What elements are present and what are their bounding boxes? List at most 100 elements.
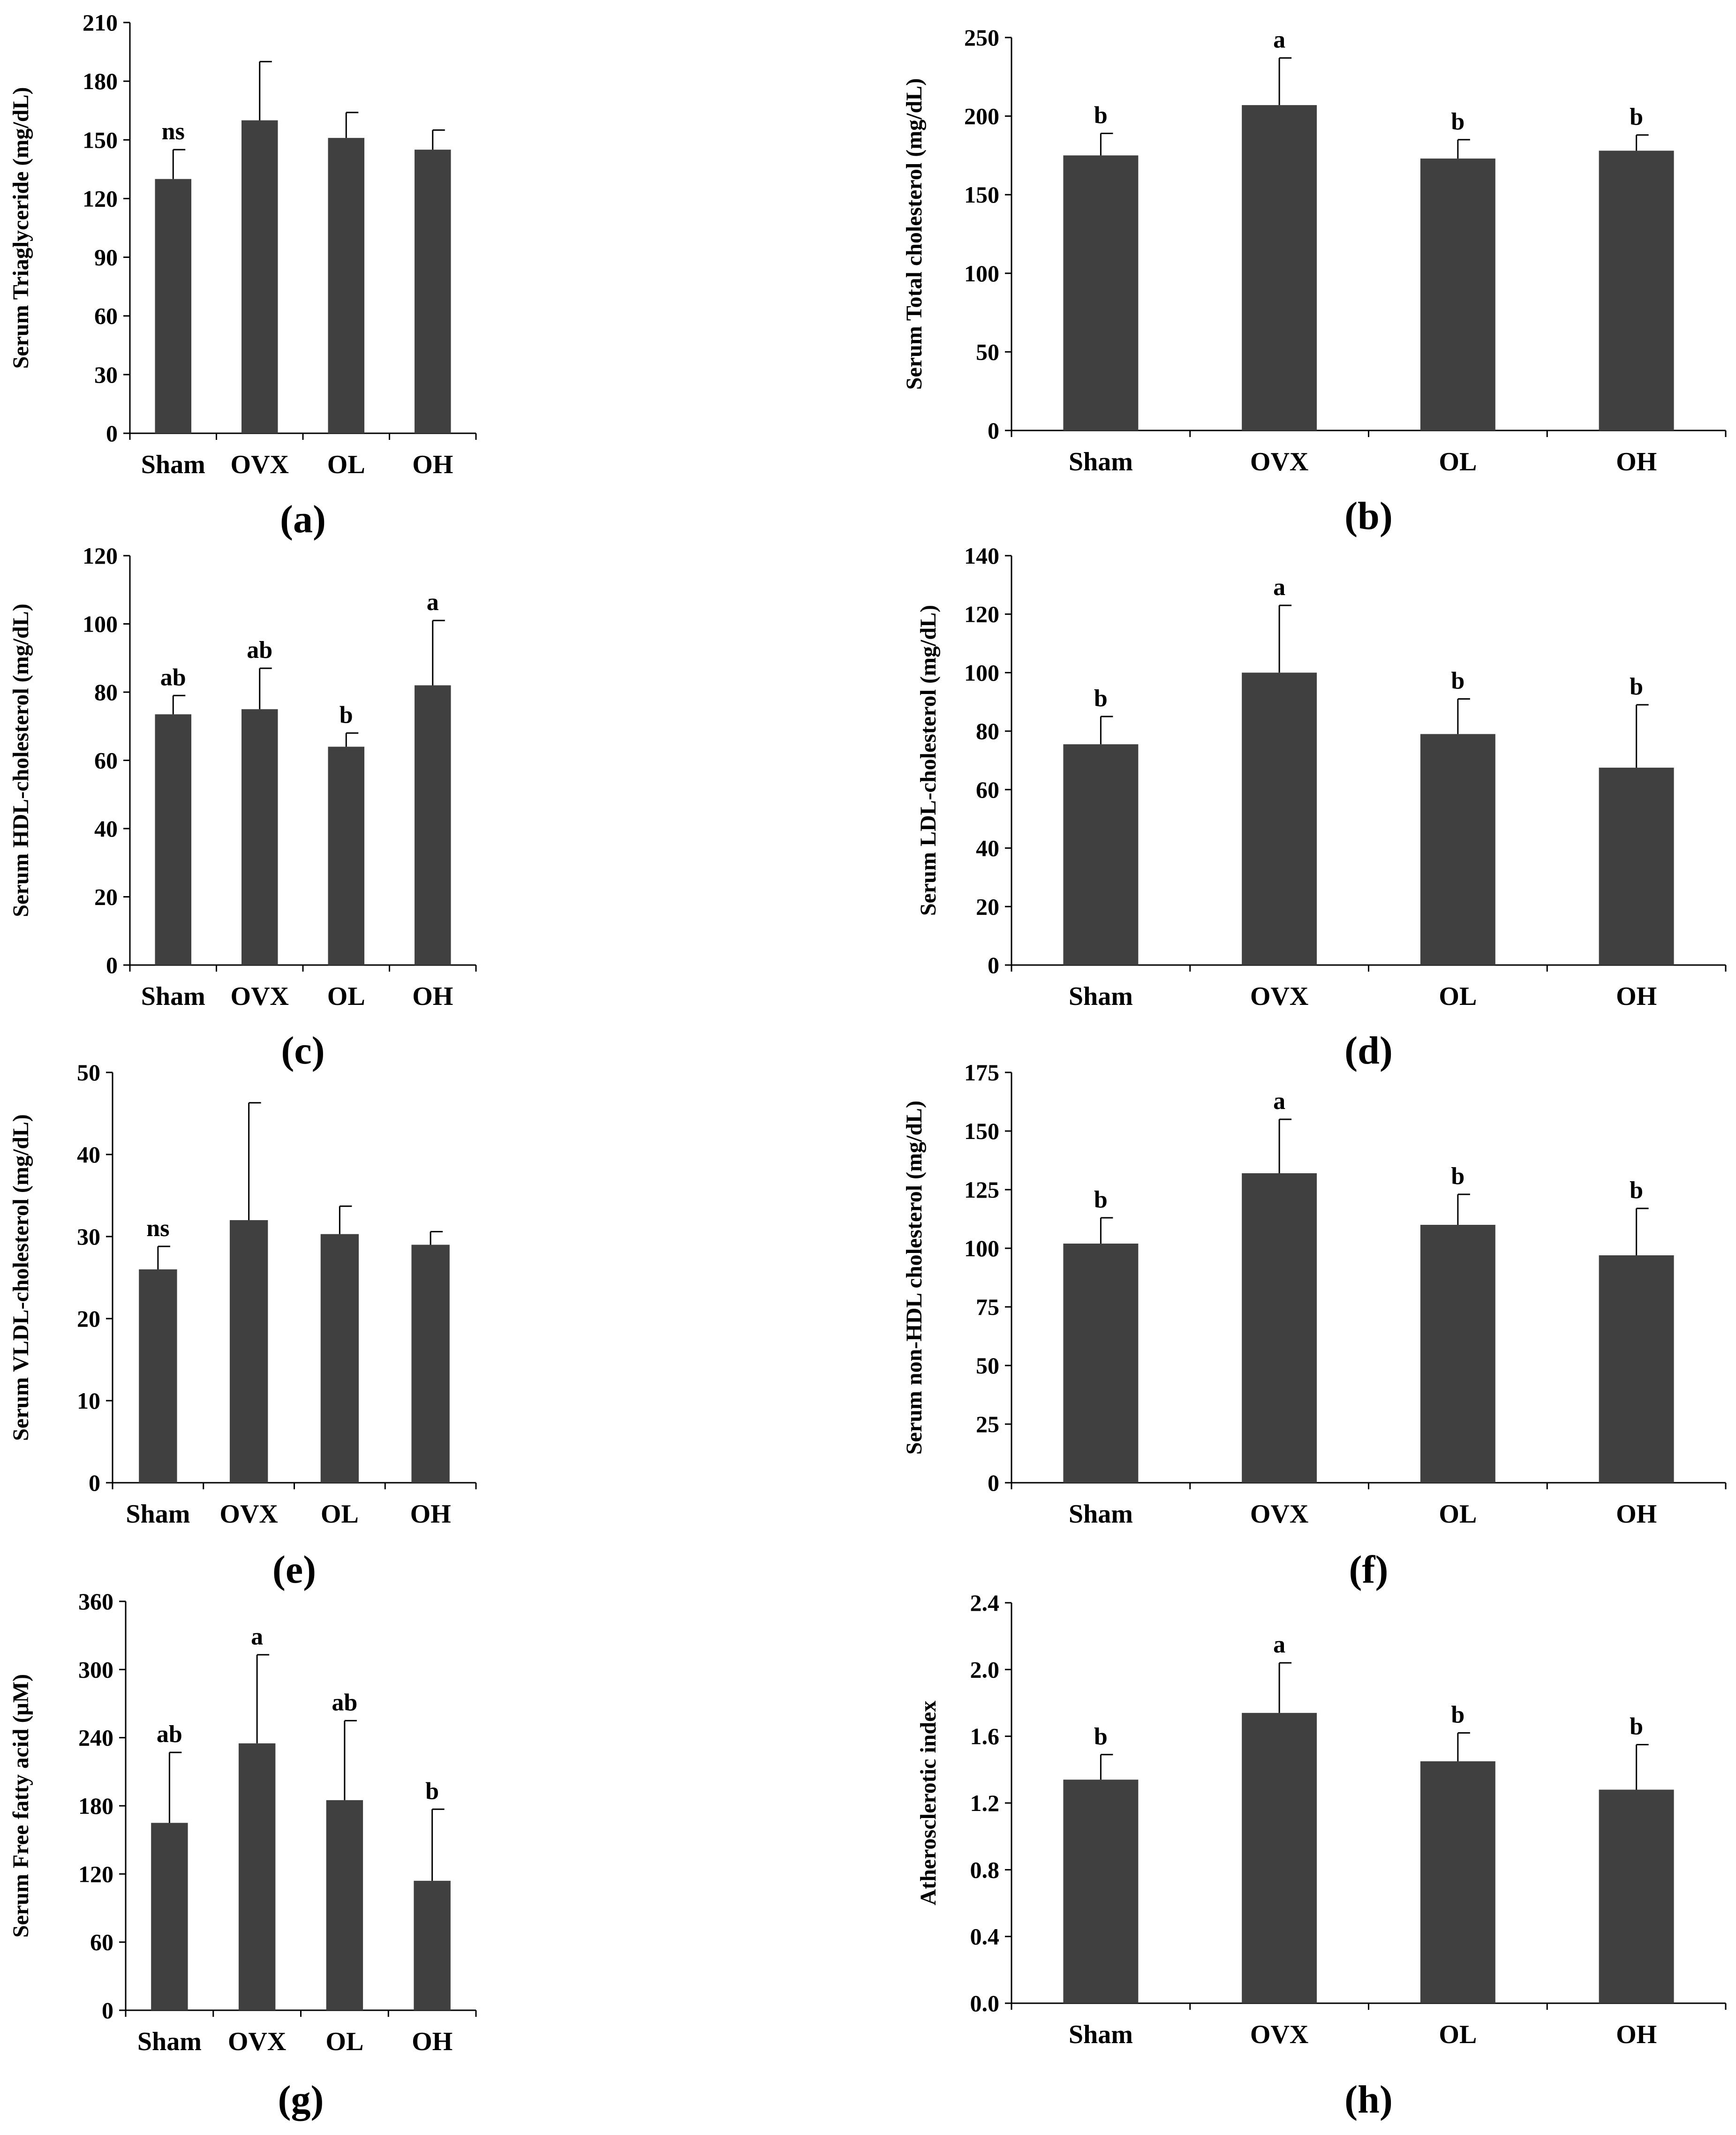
bar-sham	[1063, 1780, 1139, 2003]
x-category-label: Sham	[137, 2027, 202, 2056]
y-tick-label: 50	[77, 1059, 100, 1086]
y-tick-label: 30	[94, 362, 118, 388]
significance-label: b	[1094, 1186, 1108, 1213]
y-axis-title: Serum Total cholesterol (mg/dL)	[902, 78, 927, 390]
x-category-label: OH	[1616, 982, 1657, 1011]
significance-label: ab	[160, 664, 186, 691]
bar-ol	[320, 1234, 359, 1483]
x-category-label: Sham	[1069, 2020, 1133, 2049]
bar-ovx	[242, 120, 278, 434]
y-tick-label: 0	[102, 1997, 113, 2023]
y-tick-label: 60	[94, 303, 118, 329]
y-tick-label: 0.8	[970, 1856, 1000, 1883]
y-tick-label: 60	[90, 1929, 113, 1955]
y-tick-label: 100	[964, 659, 999, 686]
significance-label: b	[1630, 1713, 1643, 1740]
x-category-label: OH	[412, 450, 453, 479]
significance-label: a	[427, 589, 439, 616]
bar-oh	[1599, 768, 1674, 965]
x-category-label: OVX	[219, 1500, 278, 1529]
x-category-label: OVX	[1250, 2020, 1308, 2049]
significance-label: b	[1630, 1177, 1643, 1204]
y-tick-label: 2.4	[970, 1590, 1000, 1616]
x-category-label: OH	[412, 2027, 453, 2056]
bar-ovx	[229, 1220, 268, 1483]
significance-label: a	[1273, 1631, 1285, 1658]
y-tick-label: 10	[77, 1388, 100, 1414]
significance-label: b	[1451, 668, 1464, 694]
significance-label: ns	[162, 118, 185, 145]
x-category-label: Sham	[1069, 1500, 1133, 1529]
significance-label: b	[1094, 102, 1108, 128]
y-tick-label: 0	[106, 952, 118, 978]
y-axis-title: Serum HDL-cholesterol (mg/dL)	[8, 604, 33, 917]
bar-ol	[1420, 1225, 1495, 1483]
y-tick-label: 2.0	[970, 1656, 1000, 1682]
bar-sham	[151, 1823, 188, 2010]
x-category-label: Sham	[126, 1500, 190, 1529]
x-category-label: OVX	[1250, 1500, 1308, 1529]
bar-oh	[414, 1880, 451, 2010]
bar-oh	[411, 1245, 450, 1483]
panel-caption: (f)	[1349, 1548, 1389, 1592]
significance-label: b	[1451, 1163, 1464, 1190]
y-tick-label: 30	[77, 1223, 100, 1250]
y-tick-label: 1.2	[970, 1790, 1000, 1816]
y-tick-label: 180	[78, 1793, 113, 1819]
x-category-label: OH	[1616, 447, 1657, 476]
significance-label: b	[1630, 104, 1643, 130]
bar-ovx	[1242, 672, 1317, 965]
y-tick-label: 20	[94, 884, 118, 910]
y-tick-label: 175	[964, 1059, 999, 1086]
bar-ol	[1420, 158, 1495, 430]
chart-panel-g: 0 60 120 180 240 300 360 ab Sham a OVX ab OL b OH Serum…	[8, 1588, 477, 2121]
y-axis-title: Serum Free fatty acid (μM)	[8, 1674, 33, 1938]
bar-oh	[415, 150, 451, 434]
x-category-label: OVX	[1250, 982, 1308, 1011]
bar-sham	[139, 1269, 177, 1483]
x-category-label: OVX	[231, 982, 289, 1011]
significance-label: ab	[247, 637, 272, 664]
x-category-label: OVX	[228, 2027, 286, 2056]
significance-label: b	[425, 1778, 439, 1804]
y-tick-label: 250	[964, 24, 999, 51]
x-category-label: OH	[1616, 2020, 1657, 2049]
y-tick-label: 150	[964, 181, 999, 208]
bar-oh	[1599, 151, 1674, 430]
y-tick-label: 40	[94, 815, 118, 842]
bar-ol	[326, 1800, 363, 2010]
x-category-label: OL	[1439, 1500, 1477, 1529]
x-category-label: Sham	[141, 982, 205, 1011]
bar-ovx	[1242, 105, 1317, 431]
panel-caption: (h)	[1344, 2078, 1393, 2121]
significance-label: a	[1273, 27, 1285, 53]
y-tick-label: 1.6	[970, 1723, 1000, 1750]
significance-label: ab	[332, 1689, 357, 1716]
chart-panel-a: 0 30 60 90 120 150 180 210 ns Sham OVX OL OH Serum Tr…	[8, 9, 477, 541]
bar-ol	[1420, 734, 1495, 965]
chart-panel-h: 0.0 0.4 0.8 1.2 1.6 2.0 2.4 b Sham a OVX b OL b OH Athe…	[916, 1590, 1727, 2121]
y-tick-label: 20	[77, 1305, 100, 1332]
y-tick-label: 120	[964, 601, 999, 627]
x-category-label: OL	[1439, 447, 1477, 476]
y-tick-label: 90	[94, 244, 118, 271]
y-tick-label: 0.4	[970, 1924, 1000, 1950]
bar-oh	[1599, 1789, 1674, 2003]
y-tick-label: 60	[976, 777, 999, 803]
x-category-label: OL	[321, 1500, 359, 1529]
bar-ol	[328, 747, 364, 965]
significance-label: ab	[157, 1721, 182, 1748]
y-axis-title: Serum non-HDL cholesterol (mg/dL)	[902, 1101, 927, 1455]
x-category-label: OL	[327, 982, 365, 1011]
y-tick-label: 100	[964, 1235, 999, 1261]
x-category-label: OH	[410, 1500, 451, 1529]
bar-ovx	[242, 709, 278, 965]
significance-label: a	[251, 1623, 263, 1650]
panel-caption: (e)	[272, 1548, 316, 1592]
y-axis-title: Serum LDL-cholesterol (mg/dL)	[916, 605, 941, 916]
y-tick-label: 25	[976, 1411, 999, 1437]
y-tick-label: 20	[976, 893, 999, 920]
y-tick-label: 140	[964, 543, 999, 569]
significance-label: a	[1273, 574, 1285, 601]
y-tick-label: 120	[83, 185, 118, 211]
